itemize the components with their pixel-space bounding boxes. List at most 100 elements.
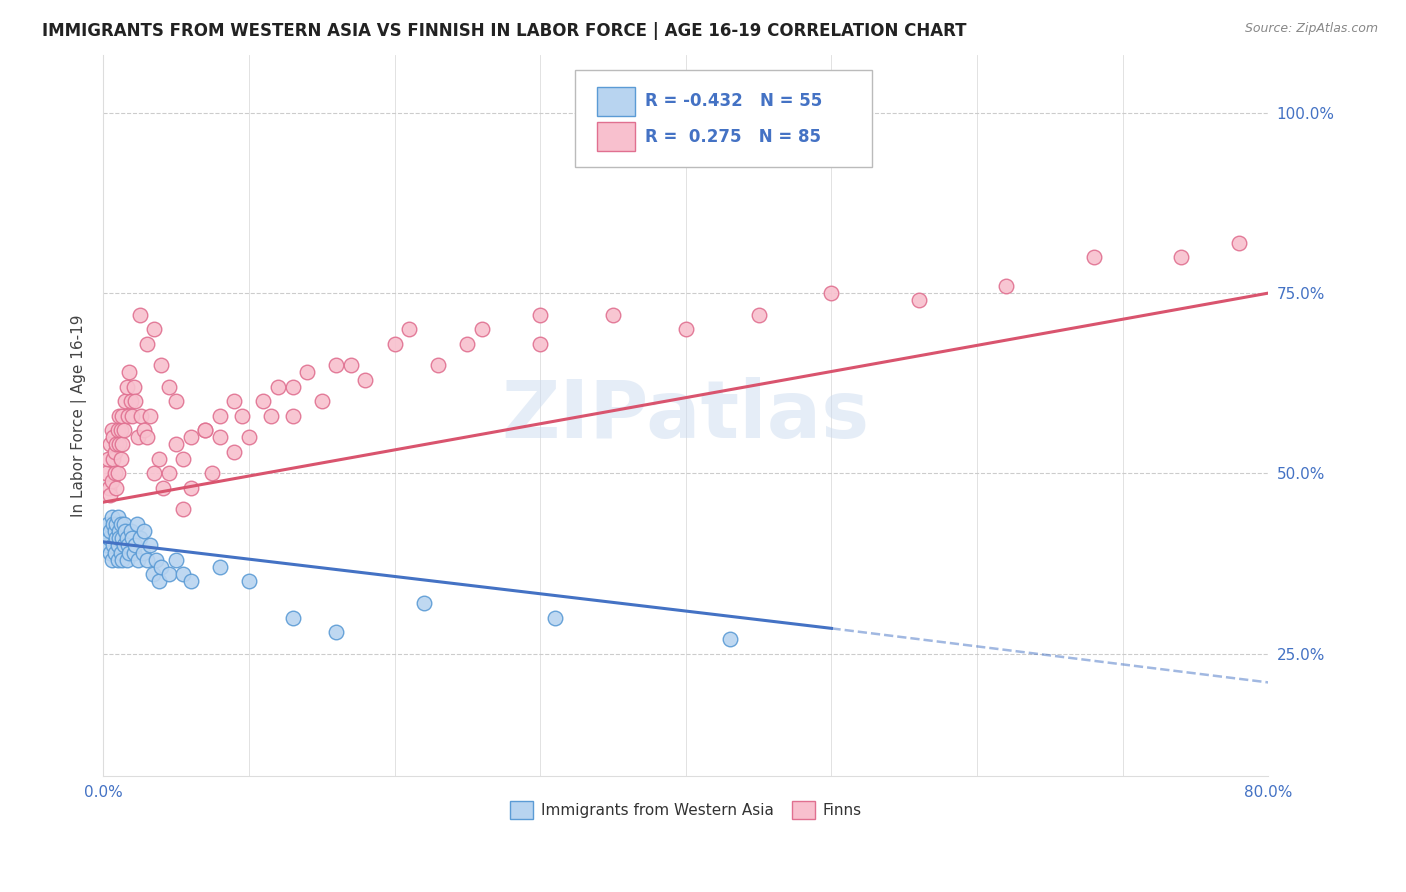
Point xyxy=(180,430,202,444)
Point xyxy=(194,423,217,437)
Point xyxy=(105,516,128,531)
Point xyxy=(231,409,253,423)
Point xyxy=(121,531,143,545)
Point xyxy=(98,481,121,495)
Point xyxy=(224,444,246,458)
Point xyxy=(995,278,1018,293)
Point xyxy=(111,409,134,423)
Point xyxy=(224,394,246,409)
Point xyxy=(201,467,224,481)
Point xyxy=(114,394,136,409)
Point xyxy=(252,394,274,409)
Point xyxy=(101,509,124,524)
Point xyxy=(529,308,551,322)
Point xyxy=(354,373,377,387)
Point xyxy=(165,553,187,567)
Point xyxy=(103,516,125,531)
Point xyxy=(208,430,231,444)
FancyBboxPatch shape xyxy=(598,87,634,116)
Point xyxy=(111,531,134,545)
Point xyxy=(132,423,155,437)
Point xyxy=(152,481,174,495)
Point xyxy=(121,409,143,423)
Point xyxy=(129,409,152,423)
Point xyxy=(114,524,136,538)
Legend: Immigrants from Western Asia, Finns: Immigrants from Western Asia, Finns xyxy=(502,793,869,826)
Point xyxy=(281,380,304,394)
Point xyxy=(718,632,741,647)
Point xyxy=(115,531,138,545)
Point xyxy=(157,467,180,481)
Point xyxy=(110,546,132,560)
Point xyxy=(104,546,127,560)
Point xyxy=(412,596,434,610)
Point xyxy=(104,467,127,481)
Point xyxy=(1083,250,1105,264)
Point xyxy=(110,516,132,531)
Point xyxy=(120,394,142,409)
Point xyxy=(105,481,128,495)
Point xyxy=(98,531,121,545)
Point xyxy=(112,538,135,552)
Point xyxy=(108,524,131,538)
Text: IMMIGRANTS FROM WESTERN ASIA VS FINNISH IN LABOR FORCE | AGE 16-19 CORRELATION C: IMMIGRANTS FROM WESTERN ASIA VS FINNISH … xyxy=(42,22,967,40)
Point xyxy=(128,531,150,545)
Point xyxy=(194,423,217,437)
Point xyxy=(120,524,142,538)
Point xyxy=(128,308,150,322)
Point xyxy=(311,394,333,409)
Point xyxy=(150,560,173,574)
Point xyxy=(135,336,157,351)
Point xyxy=(107,467,129,481)
Point xyxy=(132,524,155,538)
Point xyxy=(340,358,363,372)
Point xyxy=(101,474,124,488)
Point xyxy=(108,409,131,423)
Point xyxy=(107,423,129,437)
Point xyxy=(101,553,124,567)
Point xyxy=(325,624,347,639)
Point xyxy=(118,365,141,379)
Point xyxy=(157,567,180,582)
Point xyxy=(101,423,124,437)
Point xyxy=(180,574,202,589)
Point xyxy=(148,574,170,589)
Point xyxy=(139,538,162,552)
Point xyxy=(103,538,125,552)
Text: ZIPatlas: ZIPatlas xyxy=(502,376,870,455)
Point xyxy=(281,409,304,423)
Point xyxy=(180,481,202,495)
Point xyxy=(125,516,148,531)
Point xyxy=(111,553,134,567)
Point xyxy=(529,336,551,351)
Point xyxy=(105,437,128,451)
Point xyxy=(145,553,167,567)
Point xyxy=(112,516,135,531)
Point xyxy=(427,358,450,372)
Point xyxy=(148,451,170,466)
Point xyxy=(111,437,134,451)
Point xyxy=(94,467,117,481)
Point xyxy=(107,509,129,524)
Point xyxy=(471,322,494,336)
Point xyxy=(142,567,165,582)
Point xyxy=(325,358,347,372)
Point xyxy=(165,394,187,409)
Point xyxy=(267,380,290,394)
Point xyxy=(208,560,231,574)
Point xyxy=(908,293,931,308)
Point xyxy=(748,308,770,322)
Point xyxy=(260,409,283,423)
Point xyxy=(115,553,138,567)
Point xyxy=(122,380,145,394)
Point xyxy=(238,430,260,444)
Point xyxy=(104,444,127,458)
Point xyxy=(456,336,478,351)
Point xyxy=(94,538,117,552)
Point xyxy=(139,409,162,423)
Point xyxy=(108,437,131,451)
Point xyxy=(100,524,122,538)
Point xyxy=(143,322,166,336)
Point xyxy=(820,286,842,301)
Point xyxy=(124,538,146,552)
